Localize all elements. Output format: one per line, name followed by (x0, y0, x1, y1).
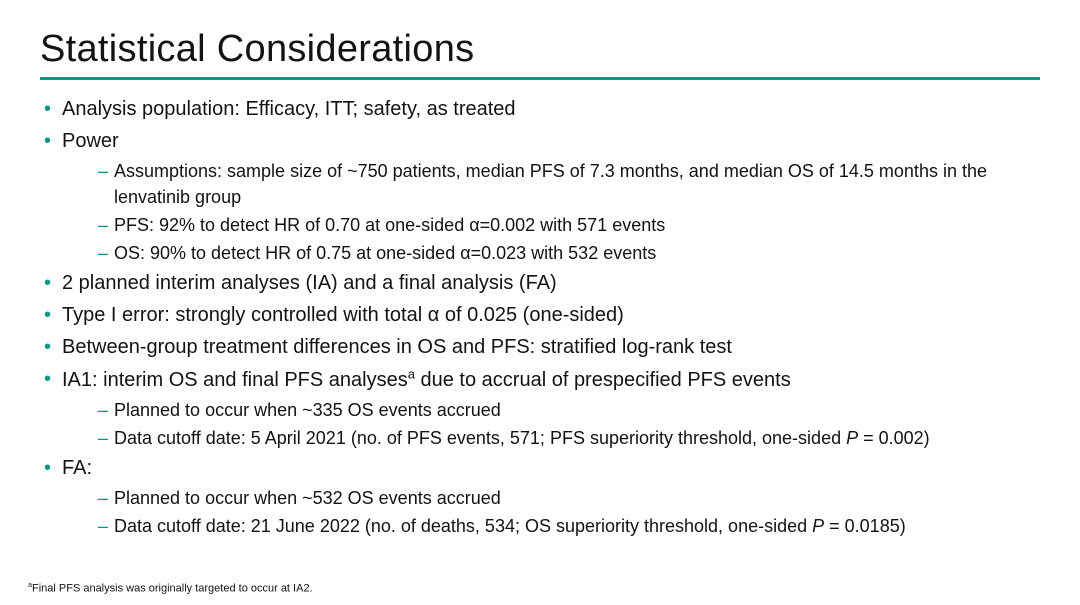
bullet-text: 2 planned interim analyses (IA) and a fi… (62, 272, 557, 294)
bullet-text: Analysis population: Efficacy, ITT; safe… (62, 98, 516, 120)
bullet-item: 2 planned interim analyses (IA) and a fi… (40, 268, 1040, 298)
sub-item: Assumptions: sample size of ~750 patient… (98, 158, 1040, 210)
slide: Statistical Considerations Analysis popu… (0, 0, 1080, 605)
sub-list: Planned to occur when ~335 OS events acc… (62, 397, 1040, 451)
bullet-item: Analysis population: Efficacy, ITT; safe… (40, 94, 1040, 124)
sub-item: OS: 90% to detect HR of 0.75 at one-side… (98, 240, 1040, 266)
bullet-text: FA: (62, 457, 92, 479)
sub-item: Planned to occur when ~532 OS events acc… (98, 485, 1040, 511)
bullet-item: IA1: interim OS and final PFS analysesa … (40, 364, 1040, 451)
bullet-text: Power (62, 130, 119, 152)
sub-item: Data cutoff date: 5 April 2021 (no. of P… (98, 425, 1040, 451)
sub-item: Planned to occur when ~335 OS events acc… (98, 397, 1040, 423)
sub-list: Planned to occur when ~532 OS events acc… (62, 485, 1040, 539)
bullet-item: FA: Planned to occur when ~532 OS events … (40, 453, 1040, 539)
footnote: aFinal PFS analysis was originally targe… (28, 581, 313, 595)
bullet-item: Type I error: strongly controlled with t… (40, 300, 1040, 330)
bullet-list: Analysis population: Efficacy, ITT; safe… (40, 94, 1040, 539)
bullet-text: IA1: interim OS and final PFS analysesa … (62, 369, 791, 391)
bullet-text: Type I error: strongly controlled with t… (62, 304, 624, 326)
bullet-text: Between-group treatment differences in O… (62, 336, 732, 358)
sub-item: Data cutoff date: 21 June 2022 (no. of d… (98, 513, 1040, 539)
sub-item: PFS: 92% to detect HR of 0.70 at one-sid… (98, 212, 1040, 238)
bullet-item: Power Assumptions: sample size of ~750 pa… (40, 126, 1040, 266)
bullet-item: Between-group treatment differences in O… (40, 332, 1040, 362)
title-rule (40, 77, 1040, 80)
slide-title: Statistical Considerations (40, 28, 1040, 77)
sub-list: Assumptions: sample size of ~750 patient… (62, 158, 1040, 266)
